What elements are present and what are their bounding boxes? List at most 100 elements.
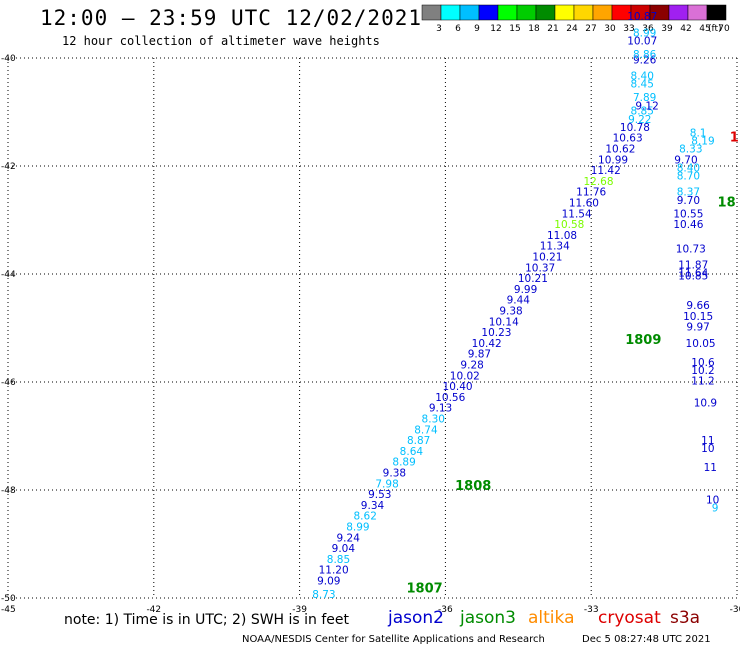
legend-swatch [573, 4, 594, 21]
data-value: 11.54 [562, 208, 592, 220]
data-value: 10.14 [489, 316, 519, 328]
data-value: 11.08 [547, 230, 577, 242]
legend-label: 24 [566, 24, 578, 34]
satellite-cryosat: cryosat [598, 608, 661, 628]
data-value: 10.37 [525, 262, 555, 274]
data-value: 8.19 [691, 135, 714, 147]
data-value: 11.60 [569, 198, 599, 210]
satellite-jason2: jason2 [388, 608, 444, 628]
legend-swatch [687, 4, 708, 21]
x-tick-label: -39 [292, 605, 307, 615]
credit-line: NOAA/NESDIS Center for Satellite Applica… [242, 634, 545, 645]
data-value: 10.63 [613, 133, 643, 145]
legend-label: 21 [547, 24, 558, 34]
data-value: 11.20 [319, 565, 349, 577]
data-value: 9.66 [686, 300, 710, 312]
data-value: 9.04 [332, 543, 356, 555]
data-value: 8.89 [392, 457, 415, 469]
data-value: 8.64 [400, 446, 424, 458]
data-value: 10.07 [627, 36, 657, 48]
data-value: 10.56 [435, 392, 465, 404]
page-subtitle: 12 hour collection of altimeter wave hei… [62, 34, 380, 48]
data-value: 8.73 [312, 589, 335, 601]
data-value: 10.62 [605, 144, 635, 156]
data-value: 9.22 [628, 114, 651, 126]
data-value: 8.30 [422, 414, 445, 426]
data-value: 8.37 [677, 187, 700, 199]
data-value: 9.38 [499, 306, 522, 318]
data-value: 8.99 [633, 27, 656, 39]
data-value: 9.34 [361, 500, 385, 512]
legend-swatch [497, 4, 518, 21]
page-title: 12:00 – 23:59 UTC 12/02/2021 [40, 6, 423, 30]
legend-swatch [706, 4, 727, 21]
data-value: 9.09 [317, 576, 340, 588]
data-value: 10.40 [443, 381, 473, 393]
data-value: 9.53 [368, 489, 391, 501]
data-value: 10.73 [676, 243, 706, 255]
data-value: 9.24 [337, 532, 361, 544]
time-label: 18 [718, 196, 736, 211]
data-value: 11.2 [691, 376, 714, 388]
legend-label: 9 [474, 24, 480, 34]
data-value: 8.74 [414, 424, 438, 436]
data-value: 11.42 [591, 165, 621, 177]
data-value: 8.86 [633, 49, 657, 61]
satellite-altika: altika [528, 608, 575, 628]
data-value: 7.89 [633, 92, 656, 104]
legend-label: 70 [718, 24, 730, 34]
legend-label: 18 [528, 24, 540, 34]
y-tick-label: -42 [1, 162, 16, 172]
data-value: 10.42 [472, 338, 502, 350]
data-value: 10.99 [598, 154, 628, 166]
data-value: 8.40 [631, 71, 654, 83]
data-value: 11 [701, 435, 714, 447]
y-tick-label: -44 [1, 270, 16, 280]
data-value: 10.58 [554, 219, 584, 231]
legend-label: 6 [455, 24, 461, 34]
data-value: 9.70 [677, 195, 700, 207]
y-tick-label: -50 [1, 594, 16, 604]
time-label: 1808 [455, 479, 491, 494]
data-value: 9.28 [460, 360, 483, 372]
legend-swatch [440, 4, 461, 21]
data-value: 10.87 [627, 11, 657, 23]
data-value: 8.85 [631, 106, 654, 118]
data-value: 11.34 [540, 241, 570, 253]
x-tick-label: -33 [584, 605, 599, 615]
y-tick-label: -40 [1, 54, 16, 64]
data-value: 10 [706, 495, 719, 507]
legend-swatch [535, 4, 556, 21]
x-tick-label: -30 [730, 605, 740, 615]
data-value: 10.6 [691, 357, 715, 369]
data-value: 10.46 [673, 219, 703, 231]
data-value: 8.62 [354, 511, 377, 523]
y-tick-label: -46 [1, 378, 16, 388]
data-value: 9 [712, 503, 719, 515]
data-value: 8.99 [346, 522, 369, 534]
data-value: 11.64 [678, 268, 708, 280]
data-value: 9.97 [686, 322, 709, 334]
legend-swatch [554, 4, 575, 21]
data-value: 10.21 [532, 252, 562, 264]
legend-unit: (ft) [708, 24, 722, 34]
data-value: 10.85 [678, 270, 708, 282]
time-label: 1807 [407, 582, 443, 597]
data-value: 10.78 [620, 122, 650, 134]
data-value: 10.21 [518, 273, 548, 285]
legend-swatch [668, 4, 689, 21]
data-value: 11.76 [576, 187, 606, 199]
data-value: 10.05 [686, 338, 716, 350]
data-value: 9.38 [383, 468, 406, 480]
legend-swatch [421, 4, 442, 21]
data-value: 10 [701, 443, 714, 455]
data-value: 7.98 [375, 478, 398, 490]
data-value: 9.12 [635, 100, 658, 112]
x-tick-label: -36 [438, 605, 453, 615]
data-value: 11.87 [678, 260, 708, 272]
data-value: 10.55 [673, 208, 703, 220]
data-value: 11 [704, 462, 717, 474]
y-tick-label: -48 [1, 486, 16, 496]
data-value: 9.87 [468, 349, 491, 361]
